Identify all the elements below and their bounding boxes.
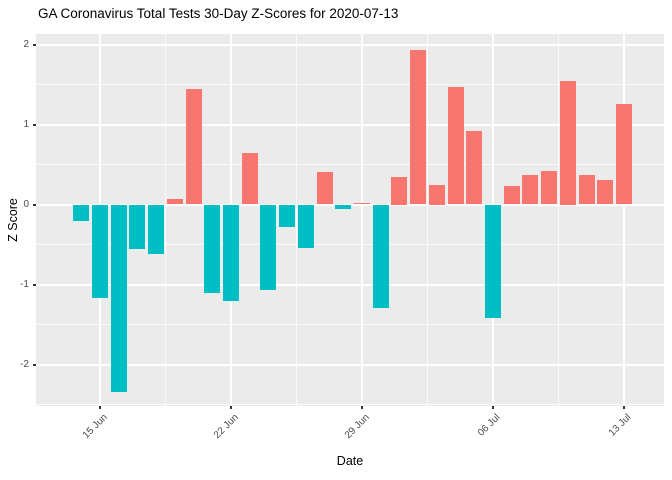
minor-gridline-v bbox=[558, 34, 559, 406]
bar bbox=[335, 204, 352, 210]
bar bbox=[279, 204, 296, 227]
bar bbox=[185, 89, 202, 205]
minor-gridline-h bbox=[36, 84, 664, 85]
bar bbox=[559, 80, 576, 205]
bar bbox=[597, 179, 614, 205]
bar bbox=[316, 171, 333, 205]
bar bbox=[522, 174, 539, 205]
bar bbox=[166, 198, 183, 205]
x-tick-mark bbox=[492, 406, 494, 409]
bar bbox=[92, 204, 108, 299]
x-tick-label: 15 Jun bbox=[80, 412, 110, 442]
minor-gridline-h bbox=[36, 244, 664, 245]
minor-gridline-v bbox=[165, 34, 166, 406]
major-gridline-h bbox=[36, 43, 664, 46]
major-gridline-v bbox=[361, 34, 363, 406]
bar bbox=[129, 204, 146, 250]
bar bbox=[223, 204, 239, 301]
bar bbox=[541, 170, 558, 205]
bar bbox=[466, 130, 483, 205]
x-tick-mark bbox=[623, 406, 625, 409]
bar bbox=[110, 204, 127, 392]
bar bbox=[241, 153, 258, 205]
y-tick-label: -2 bbox=[20, 358, 29, 370]
major-gridline-h bbox=[36, 283, 664, 286]
bar bbox=[578, 174, 595, 205]
bar bbox=[354, 202, 370, 205]
bar bbox=[391, 176, 408, 205]
major-gridline-h bbox=[36, 363, 664, 366]
chart-title: GA Coronavirus Total Tests 30-Day Z-Scor… bbox=[38, 6, 399, 21]
y-tick-mark bbox=[33, 43, 36, 46]
bar bbox=[297, 204, 314, 248]
minor-gridline-v bbox=[427, 34, 428, 406]
major-gridline-h bbox=[36, 123, 664, 126]
x-axis-title: Date bbox=[336, 454, 364, 468]
bar bbox=[503, 186, 520, 205]
bar bbox=[73, 204, 90, 221]
minor-gridline-h bbox=[36, 404, 664, 405]
minor-gridline-v bbox=[296, 34, 297, 406]
bar bbox=[410, 50, 427, 205]
bar bbox=[204, 204, 221, 293]
bar bbox=[485, 204, 501, 319]
x-tick-label: 29 Jun bbox=[342, 412, 372, 442]
bar bbox=[148, 204, 165, 255]
y-tick-mark bbox=[33, 123, 36, 126]
major-gridline-v bbox=[623, 34, 625, 406]
minor-gridline-h bbox=[36, 324, 664, 325]
x-tick-mark bbox=[361, 406, 363, 409]
y-tick-mark bbox=[33, 283, 36, 286]
y-tick-mark bbox=[33, 203, 36, 206]
x-tick-mark bbox=[99, 406, 101, 409]
bar bbox=[428, 184, 445, 205]
x-tick-label: 06 Jul bbox=[476, 412, 503, 439]
y-tick-label: 2 bbox=[23, 38, 29, 50]
y-tick-label: -1 bbox=[20, 278, 29, 290]
y-tick-label: 0 bbox=[23, 198, 29, 210]
bar bbox=[372, 204, 389, 308]
x-tick-label: 22 Jun bbox=[211, 412, 241, 442]
bar bbox=[616, 103, 632, 205]
plot-panel bbox=[36, 34, 664, 406]
minor-gridline-h bbox=[36, 164, 664, 165]
y-axis-title: Z Score bbox=[6, 198, 20, 242]
x-tick-label: 13 Jul bbox=[607, 412, 634, 439]
x-tick-mark bbox=[230, 406, 232, 409]
y-tick-label: 1 bbox=[23, 118, 29, 130]
bar bbox=[260, 204, 277, 291]
bar bbox=[447, 86, 464, 205]
y-tick-mark bbox=[33, 363, 36, 366]
